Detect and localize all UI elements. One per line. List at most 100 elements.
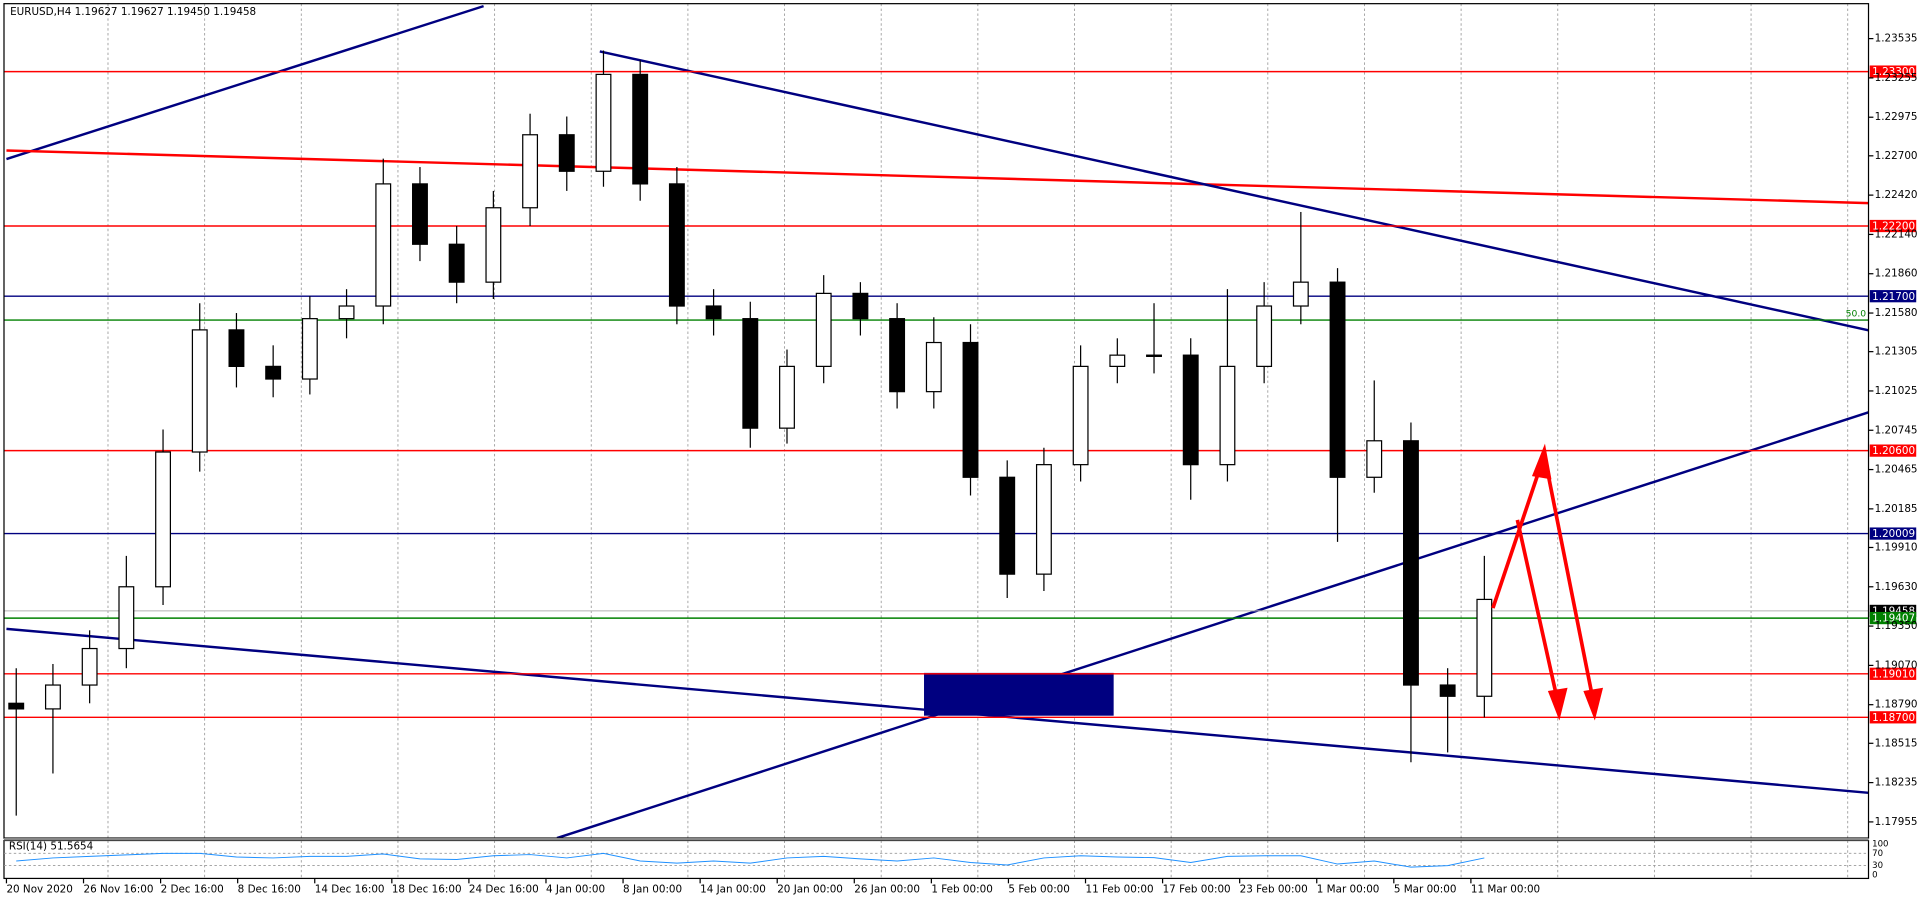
drawings	[6, 4, 1869, 840]
candle-body	[595, 73, 612, 172]
rsi-tick-label: 0	[1872, 870, 1877, 880]
candle-body	[228, 329, 245, 367]
x-tick-label: 8 Jan 00:00	[623, 883, 682, 895]
y-tick-label: 1.19350	[1875, 620, 1918, 632]
candle-body	[338, 305, 355, 320]
level-label: 1.23300	[1872, 66, 1915, 78]
candle-body	[155, 451, 171, 588]
y-tick-label: 1.23255	[1875, 72, 1918, 84]
candle-body	[962, 341, 979, 478]
x-tick-label: 20 Jan 00:00	[777, 883, 843, 895]
y-tick-label: 1.19070	[1875, 659, 1918, 671]
levels: 1.233001.222001.2170050.01.206001.200091…	[3, 65, 1917, 724]
candle-body	[1146, 354, 1162, 357]
level-label: 1.20009	[1872, 528, 1915, 540]
rsi-tick-label: 70	[1872, 849, 1883, 859]
y-tick-label: 1.20185	[1875, 503, 1918, 515]
y-tick-label: 1.18790	[1875, 699, 1918, 711]
candle-body	[81, 647, 98, 686]
x-tick-label: 2 Dec 16:00	[161, 883, 224, 895]
candle-body	[1182, 354, 1199, 466]
candle-body	[412, 183, 428, 245]
x-tick-label: 8 Dec 16:00	[238, 883, 301, 895]
x-tick-label: 20 Nov 2020	[6, 883, 72, 895]
x-tick-label: 11 Mar 00:00	[1471, 883, 1540, 895]
zone-rectangle	[924, 672, 1114, 716]
candle-body	[1256, 305, 1273, 367]
candle-body	[1219, 365, 1236, 466]
x-tick-label: 4 Jan 00:00	[546, 883, 605, 895]
y-tick-label: 1.21305	[1875, 346, 1918, 358]
candle-body	[448, 243, 465, 283]
y-tick-label: 1.20465	[1875, 464, 1918, 476]
level-label-box	[1869, 219, 1917, 233]
level-label: 1.19010	[1872, 668, 1915, 680]
chart-title: EURUSD,H4 1.19627 1.19627 1.19450 1.1945…	[10, 6, 256, 18]
candles	[8, 50, 1493, 816]
rsi-label: RSI(14) 51.5654	[9, 841, 94, 853]
candle-body	[1072, 365, 1089, 466]
level-label-box	[1869, 667, 1917, 680]
y-tick-label: 1.17955	[1875, 816, 1918, 828]
candle-body	[1035, 464, 1052, 575]
arrow	[1515, 519, 1561, 708]
y-tick-label: 1.21025	[1875, 385, 1918, 397]
rsi-tick-label: 30	[1872, 861, 1883, 871]
x-tick-label: 14 Dec 16:00	[315, 883, 385, 895]
y-tick-label: 1.20745	[1875, 424, 1918, 436]
candle-body	[44, 684, 61, 710]
x-tick-label: 23 Feb 00:00	[1240, 883, 1308, 895]
arrow-head	[1547, 687, 1568, 721]
y-tick-label: 1.22140	[1875, 228, 1918, 240]
x-tick-label: 5 Feb 00:00	[1008, 883, 1069, 895]
level-label: 1.21700	[1872, 291, 1915, 303]
y-tick-label: 1.19910	[1875, 541, 1918, 553]
y-tick-label: 1.22420	[1875, 189, 1918, 201]
level-label-box	[1869, 65, 1917, 78]
fib-label: 50.0	[1846, 308, 1867, 319]
candle-body	[301, 318, 318, 380]
level-label-box	[1869, 290, 1917, 303]
arrow-head	[1583, 687, 1604, 721]
axis: 1.23535 1.23255 1.22975 1.22700 1.22420 1.221…	[3, 33, 1918, 895]
level-label: 1.22200	[1872, 221, 1915, 233]
x-tick-label: 17 Feb 00:00	[1163, 883, 1231, 895]
candle-body	[705, 305, 722, 320]
arrows	[1491, 443, 1604, 721]
rsi-tick-label: 100	[1872, 840, 1888, 850]
candle-body	[742, 318, 759, 429]
level-label-box	[1869, 444, 1917, 457]
y-tick-label: 1.18235	[1875, 777, 1918, 789]
x-tick-label: 26 Jan 00:00	[854, 883, 920, 895]
candle-body	[1476, 598, 1493, 697]
x-tick-label: 14 Jan 00:00	[700, 883, 766, 895]
candle-body	[558, 134, 575, 172]
candle-body	[1109, 354, 1126, 367]
y-tick-label: 1.22700	[1875, 150, 1918, 162]
level-label-box	[1869, 711, 1917, 724]
trend-line	[6, 149, 1869, 205]
y-tick-label: 1.22975	[1875, 111, 1918, 123]
candle-body	[191, 329, 208, 453]
x-tick-label: 26 Nov 16:00	[84, 883, 154, 895]
candle-body	[925, 341, 942, 393]
candle-body	[852, 292, 869, 320]
candle-body	[485, 207, 502, 283]
y-tick-label: 1.19630	[1875, 581, 1918, 593]
candle-body	[668, 183, 685, 307]
candle-body	[999, 476, 1016, 575]
y-tick-label: 1.23535	[1875, 33, 1918, 45]
y-tick-label: 1.21860	[1875, 268, 1918, 280]
arrow	[1542, 454, 1597, 708]
candle-body	[632, 73, 649, 185]
candle-body	[1402, 440, 1419, 686]
x-tick-label: 24 Dec 16:00	[469, 883, 539, 895]
candle-body	[522, 134, 539, 209]
level-label-box	[1869, 611, 1917, 625]
rsi-line	[16, 852, 1485, 868]
level-label: 1.20600	[1872, 445, 1915, 457]
level-label: 1.18700	[1872, 712, 1915, 724]
candle-body	[8, 702, 25, 710]
